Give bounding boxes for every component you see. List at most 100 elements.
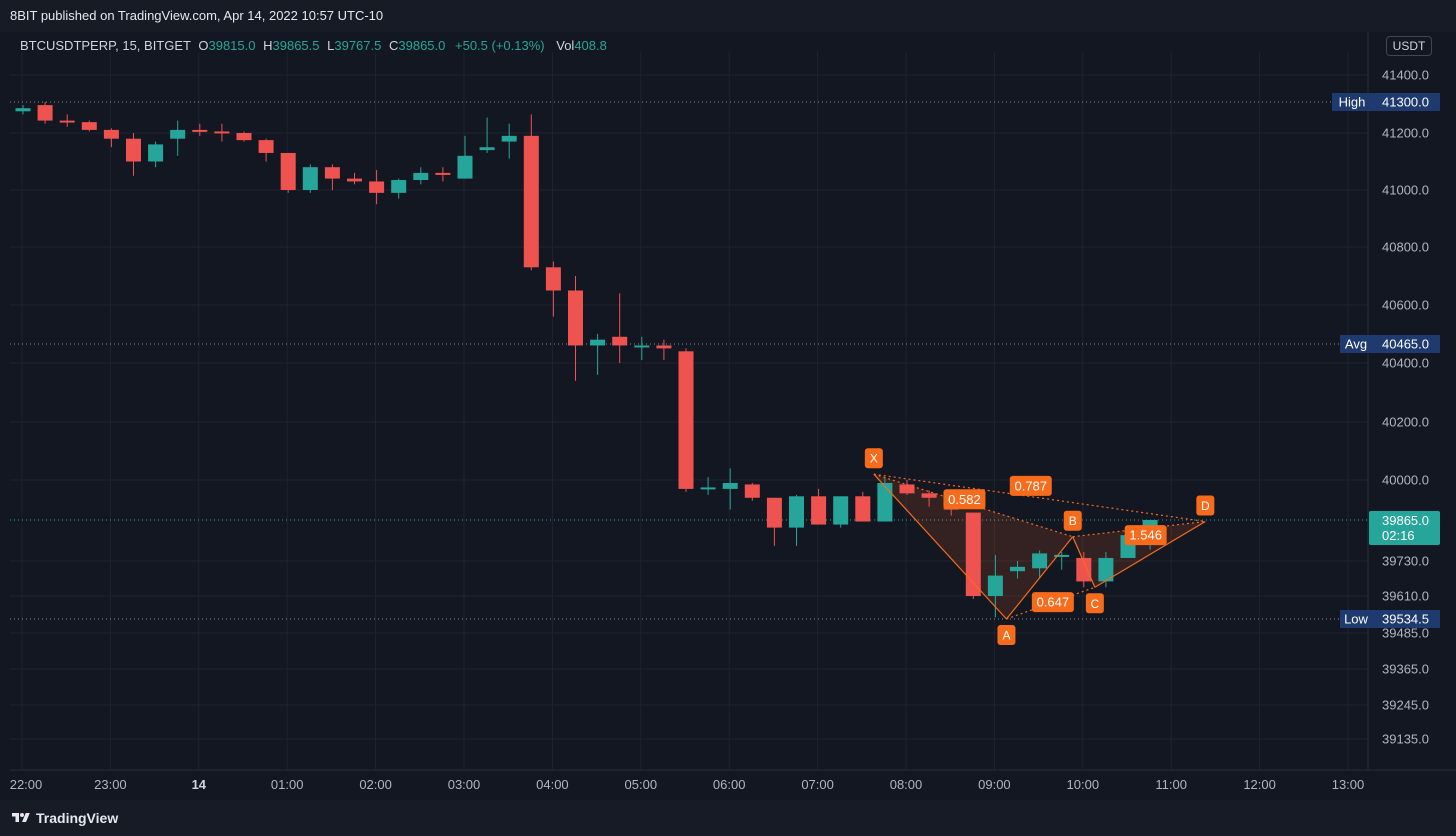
candle-body[interactable] — [634, 345, 650, 348]
pattern-ratio-label: 0.647 — [1037, 595, 1070, 610]
candle-body[interactable] — [126, 138, 141, 162]
price-tick-label: 40400.0 — [1382, 356, 1429, 371]
footer-brand[interactable]: TradingView — [36, 810, 119, 826]
candle-body[interactable] — [81, 122, 97, 130]
candle-body[interactable] — [236, 133, 252, 141]
legend-close-value: 39865.0 — [398, 38, 446, 53]
candle-body[interactable] — [1032, 553, 1048, 569]
pattern-leg-bc — [1072, 536, 1096, 588]
price-tick-label: 39135.0 — [1382, 732, 1429, 747]
time-tick-label: 06:00 — [713, 777, 746, 792]
price-tick-label: 40800.0 — [1382, 240, 1429, 255]
candle-body[interactable] — [1054, 554, 1070, 557]
candle-body[interactable] — [612, 336, 628, 346]
pattern-ratio-badge[interactable] — [1031, 592, 1074, 613]
candle-body[interactable] — [789, 496, 804, 528]
candle-body[interactable] — [855, 496, 871, 522]
candle-body[interactable] — [103, 129, 119, 139]
level-tag-high-name: High — [1339, 95, 1366, 110]
pattern-ratio-badge[interactable] — [943, 489, 986, 510]
level-tag-low-price-bg — [1372, 610, 1440, 628]
pattern-point-a-badge[interactable] — [997, 625, 1016, 645]
price-tick-label: 40000.0 — [1382, 473, 1429, 488]
candle-body[interactable] — [545, 267, 561, 291]
tradingview-logo-icon — [12, 813, 30, 822]
pattern-point-a-label: A — [1002, 629, 1010, 643]
pattern-point-b-badge[interactable] — [1063, 510, 1082, 531]
pattern-point-d-badge[interactable] — [1196, 495, 1215, 516]
candle-body[interactable] — [302, 167, 318, 190]
level-tag-avg-price-bg — [1372, 335, 1440, 353]
candle-body[interactable] — [258, 140, 274, 153]
candle-body[interactable] — [1076, 557, 1092, 582]
candle-body[interactable] — [811, 496, 827, 525]
time-tick-label: 23:00 — [94, 777, 127, 792]
candle-body[interactable] — [678, 351, 694, 489]
publisher-bar: 8BIT published on TradingView.com, Apr 1… — [0, 0, 1456, 32]
candle-body[interactable] — [214, 131, 230, 134]
candle-body[interactable] — [1010, 566, 1025, 572]
legend-symbol[interactable]: BTCUSDTPERP, 15, BITGET — [20, 38, 191, 53]
level-tag-low-name-bg — [1340, 610, 1372, 628]
publisher-text: 8BIT published on TradingView.com, Apr 1… — [10, 8, 384, 23]
candle-body[interactable] — [744, 484, 760, 498]
candle-body[interactable] — [987, 575, 1003, 596]
candle-body[interactable] — [523, 135, 539, 268]
pattern-point-x-badge[interactable] — [864, 448, 883, 469]
candle-body[interactable] — [324, 167, 340, 179]
price-tick-label: 41200.0 — [1382, 126, 1429, 141]
candle-body[interactable] — [479, 147, 495, 151]
candle-body[interactable] — [501, 135, 517, 142]
candle-body[interactable] — [148, 144, 164, 162]
candle-body[interactable] — [1098, 557, 1114, 582]
candle-body[interactable] — [15, 108, 31, 112]
price-tick-label: 40200.0 — [1382, 415, 1429, 430]
candle-body[interactable] — [391, 180, 407, 193]
candle-body[interactable] — [192, 129, 208, 132]
candle-body[interactable] — [413, 172, 429, 181]
legend-open-value: 39815.0 — [208, 38, 256, 53]
pattern-leg-ab — [1005, 536, 1074, 620]
level-tag-high-price-bg — [1372, 93, 1440, 111]
candle-body[interactable] — [280, 152, 296, 190]
bar-countdown: 02:16 — [1382, 528, 1415, 543]
candle-body[interactable] — [59, 120, 75, 123]
pattern-ratio-label: 1.546 — [1129, 528, 1162, 543]
candle-body[interactable] — [37, 105, 53, 121]
candle-body[interactable] — [921, 493, 937, 498]
candle-body[interactable] — [656, 345, 672, 349]
candle-body[interactable] — [833, 496, 849, 525]
price-tick-label: 40600.0 — [1382, 298, 1429, 313]
pattern-leg-cd — [1094, 521, 1206, 588]
price-tick-label: 39730.0 — [1382, 554, 1429, 569]
price-tick-label: 39485.0 — [1382, 626, 1429, 641]
footer-bar: TradingView — [0, 800, 1456, 836]
candle-body[interactable] — [766, 497, 782, 528]
candle-body[interactable] — [899, 484, 915, 494]
pattern-ratio-badge[interactable] — [1124, 525, 1167, 546]
last-price-tag[interactable] — [1369, 511, 1440, 545]
candle-body[interactable] — [877, 482, 893, 522]
time-tick-label: 05:00 — [625, 777, 658, 792]
level-tag-low-price: 39534.5 — [1382, 612, 1429, 627]
candle-body[interactable] — [568, 290, 583, 346]
candle-body[interactable] — [347, 178, 362, 182]
level-tag-low-name: Low — [1344, 612, 1368, 627]
pattern-ratio-badge[interactable] — [1009, 475, 1052, 496]
candle-body[interactable] — [965, 512, 981, 596]
pattern-point-c-badge[interactable] — [1085, 593, 1104, 614]
level-tag-avg-name: Avg — [1345, 337, 1367, 352]
currency-unit-button[interactable]: USDT — [1386, 36, 1432, 56]
candle-body[interactable] — [435, 172, 451, 175]
time-tick-label: 02:00 — [359, 777, 392, 792]
candle-body[interactable] — [590, 339, 606, 346]
candle-body[interactable] — [369, 181, 385, 193]
candle-body[interactable] — [700, 487, 716, 490]
candle-body[interactable] — [457, 155, 473, 179]
level-tag-avg-price: 40465.0 — [1382, 337, 1429, 352]
candle-body[interactable] — [722, 482, 738, 489]
time-tick-label: 04:00 — [536, 777, 569, 792]
candle-body[interactable] — [170, 129, 186, 139]
